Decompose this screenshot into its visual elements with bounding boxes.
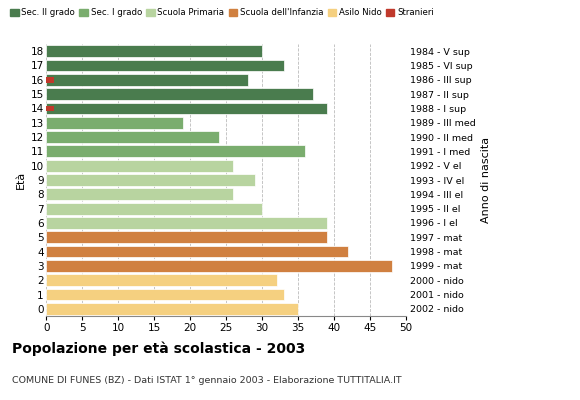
Bar bbox=[46, 102, 327, 114]
Bar bbox=[46, 188, 233, 200]
Y-axis label: Età: Età bbox=[16, 171, 26, 189]
Bar bbox=[46, 106, 53, 111]
Bar bbox=[46, 289, 284, 300]
Bar bbox=[46, 131, 219, 143]
Bar bbox=[46, 45, 262, 57]
Bar bbox=[46, 74, 248, 86]
Bar bbox=[46, 77, 53, 83]
Text: COMUNE DI FUNES (BZ) - Dati ISTAT 1° gennaio 2003 - Elaborazione TUTTITALIA.IT: COMUNE DI FUNES (BZ) - Dati ISTAT 1° gen… bbox=[12, 376, 401, 385]
Bar bbox=[46, 217, 327, 229]
Bar bbox=[46, 203, 262, 214]
Bar bbox=[46, 160, 233, 172]
Bar bbox=[46, 246, 349, 258]
Bar bbox=[46, 146, 305, 157]
Text: Popolazione per età scolastica - 2003: Popolazione per età scolastica - 2003 bbox=[12, 342, 305, 356]
Legend: Sec. II grado, Sec. I grado, Scuola Primaria, Scuola dell'Infanzia, Asilo Nido, : Sec. II grado, Sec. I grado, Scuola Prim… bbox=[10, 8, 434, 17]
Bar bbox=[46, 274, 277, 286]
Bar bbox=[46, 260, 392, 272]
Bar bbox=[46, 174, 255, 186]
Bar bbox=[46, 88, 313, 100]
Bar bbox=[46, 117, 183, 129]
Bar bbox=[46, 231, 327, 243]
Bar bbox=[46, 60, 284, 71]
Y-axis label: Anno di nascita: Anno di nascita bbox=[481, 137, 491, 223]
Bar bbox=[46, 303, 298, 315]
